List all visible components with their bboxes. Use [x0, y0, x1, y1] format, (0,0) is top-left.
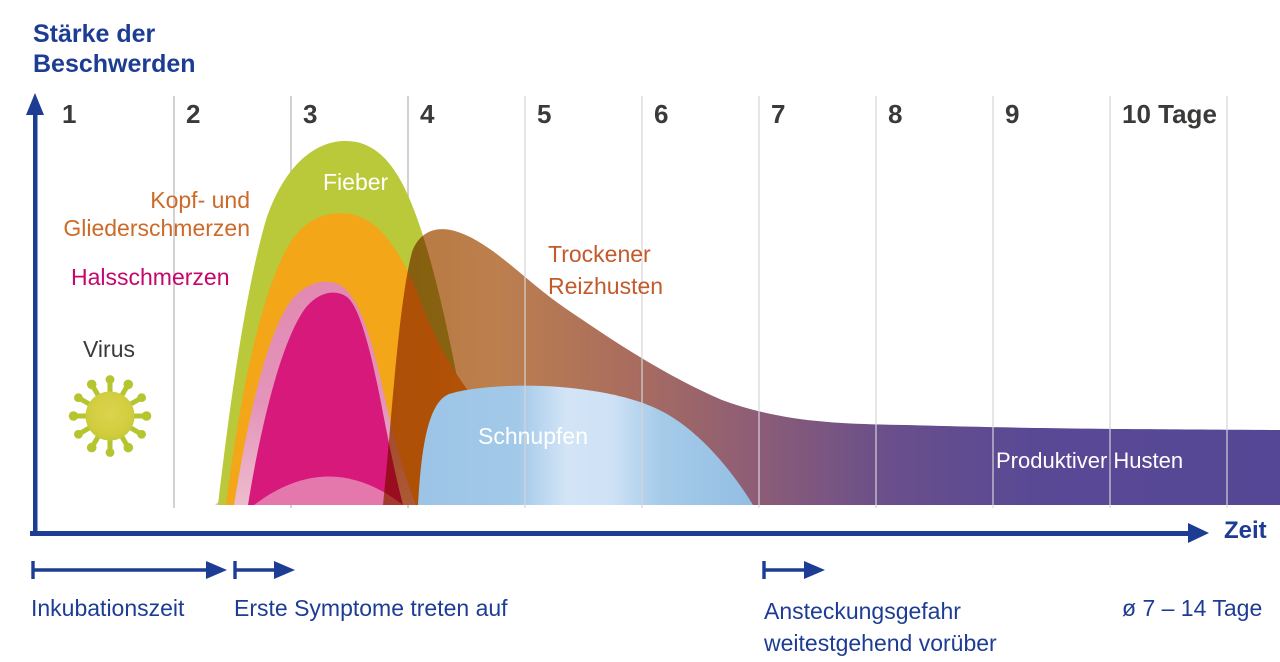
erste-symptome-label: Erste Symptome treten auf — [234, 595, 508, 621]
produktiver-husten-label: Produktiver Husten — [996, 448, 1184, 473]
day-tick-1: 1 — [62, 99, 77, 129]
inkubationszeit-label: Inkubationszeit — [31, 595, 185, 621]
y-axis-arrow — [26, 93, 44, 533]
halsschmerzen-pale-overlay — [254, 476, 403, 505]
y-axis-title: Stärke der Beschwerden — [33, 19, 196, 79]
x-axis-label-zeit: Zeit — [1224, 517, 1267, 544]
kopf-gliederschmerzen-label: Kopf- und Gliederschmerzen — [38, 186, 250, 242]
day-tick-6: 6 — [654, 99, 669, 129]
day-tick-4: 4 — [420, 99, 435, 129]
inkubation-arrow — [31, 561, 227, 579]
halsschmerzen-core-area — [248, 292, 403, 505]
y-axis-title-line2: Beschwerden — [33, 50, 196, 78]
virus-icon — [68, 375, 152, 457]
day-tick-7: 7 — [771, 99, 786, 129]
day-tick-10: 10 Tage — [1122, 99, 1217, 129]
virus-label: Virus — [83, 336, 135, 362]
day-tick-8: 8 — [888, 99, 903, 129]
ansteckung-label-line1: Ansteckungsgefahr — [764, 598, 961, 624]
day-tick-3: 3 — [303, 99, 318, 129]
gridlines-front — [524, 96, 1228, 508]
fieber-label: Fieber — [323, 169, 389, 195]
trockener-reizhusten-label: Trockener Reizhusten — [548, 238, 663, 302]
day-tick-5: 5 — [537, 99, 552, 129]
schnupfen-label: Schnupfen — [478, 423, 588, 449]
ansteckung-arrow — [762, 561, 825, 579]
erste-symptome-arrow — [233, 561, 295, 579]
trockener-label-line1: Trockener — [548, 241, 651, 267]
halsschmerzen-label: Halsschmerzen — [71, 264, 230, 290]
x-axis-arrow — [30, 523, 1209, 543]
day-tick-2: 2 — [186, 99, 201, 129]
schnupfen-area — [418, 385, 753, 505]
ansteckung-label-line2: weitestgehend vorüber — [764, 630, 997, 656]
ansteckungsgefahr-label: Ansteckungsgefahr weitestgehend vorüber — [764, 595, 997, 659]
kopf-label-line2: Gliederschmerzen — [63, 215, 250, 241]
kopf-label-line1: Kopf- und — [150, 187, 250, 213]
trockener-label-line2: Reizhusten — [548, 273, 664, 299]
durchschnittsdauer-label: ø 7 – 14 Tage — [1122, 595, 1263, 621]
y-axis-title-line1: Stärke der — [33, 20, 156, 48]
day-tick-9: 9 — [1005, 99, 1020, 129]
